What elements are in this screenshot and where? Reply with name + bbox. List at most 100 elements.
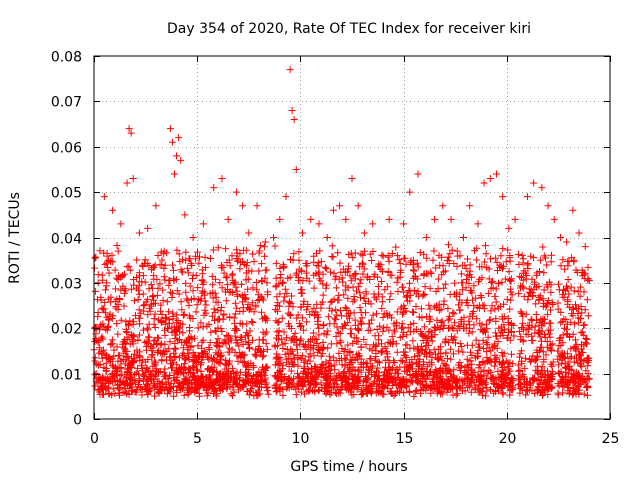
data-point-marker	[342, 215, 350, 223]
data-point-marker	[400, 220, 408, 228]
data-point-marker	[474, 220, 482, 228]
data-point-marker	[492, 170, 500, 178]
data-point-marker	[290, 116, 298, 124]
x-tick-label: 0	[90, 431, 99, 447]
data-point-marker	[168, 138, 176, 146]
data-point-marker	[354, 202, 362, 210]
x-tick-label: 20	[499, 431, 517, 447]
data-point-marker	[210, 184, 218, 192]
y-tick-label: 0.06	[51, 141, 82, 157]
x-axis-label: GPS time / hours	[290, 459, 407, 475]
data-point-marker	[189, 234, 197, 241]
data-point-marker	[224, 215, 232, 223]
data-point-marker	[135, 229, 143, 237]
data-point-marker	[100, 193, 108, 201]
data-point-marker	[218, 175, 226, 183]
data-point-marker	[286, 66, 294, 74]
data-point-marker	[323, 234, 331, 241]
data-point-marker	[166, 125, 174, 133]
data-point-marker	[369, 220, 377, 228]
y-tick-label: 0.04	[51, 232, 82, 248]
data-point-marker	[307, 215, 315, 223]
plot-frame	[93, 55, 611, 420]
y-axis-label: ROTI / TECUs	[7, 192, 23, 284]
data-point-marker	[499, 193, 507, 201]
data-point-marker	[117, 220, 125, 228]
data-point-marker	[144, 224, 152, 232]
data-point-marker	[329, 206, 337, 214]
data-point-marker	[177, 156, 185, 164]
data-point-marker	[422, 234, 430, 241]
data-point-marker	[94, 279, 102, 287]
data-point-marker	[505, 224, 513, 232]
data-point-marker	[398, 324, 406, 332]
data-point-marker	[96, 361, 104, 369]
data-point-marker	[317, 379, 325, 387]
data-point-marker	[261, 238, 269, 246]
data-point-marker	[173, 152, 181, 160]
data-point-marker	[129, 175, 137, 183]
data-point-marker	[125, 125, 133, 133]
data-point-marker	[199, 220, 207, 228]
data-point-marker	[298, 229, 306, 237]
y-tick-label: 0.01	[51, 368, 82, 384]
y-tick-label: 0.07	[51, 95, 82, 111]
data-point-marker	[152, 202, 160, 210]
data-point-marker	[179, 329, 187, 337]
data-point-marker	[385, 215, 393, 223]
data-point-marker	[393, 252, 401, 260]
dense-marker-cloud	[90, 241, 593, 400]
y-tick-label: 0	[73, 413, 82, 429]
y-tick-label: 0.05	[51, 186, 82, 202]
data-point-marker	[538, 184, 546, 192]
y-tick-label: 0.03	[51, 277, 82, 293]
y-tick-label: 0.08	[51, 50, 82, 66]
data-point-marker	[486, 175, 494, 183]
data-point-marker	[581, 243, 589, 251]
chart-title: Day 354 of 2020, Rate Of TEC Index for r…	[167, 21, 531, 37]
data-point-marker	[280, 297, 288, 305]
data-point-marker	[348, 175, 356, 183]
data-point-marker	[447, 215, 455, 223]
data-point-marker	[360, 229, 368, 237]
data-point-marker	[170, 170, 178, 178]
data-point-marker	[336, 202, 344, 210]
data-point-marker	[270, 234, 278, 241]
data-point-marker	[459, 234, 467, 241]
data-point-marker	[530, 179, 538, 187]
data-point-marker	[123, 179, 131, 187]
grid-lines	[94, 56, 610, 419]
data-point-marker	[414, 170, 422, 178]
x-tick-label: 25	[602, 431, 620, 447]
data-point-marker	[439, 202, 447, 210]
data-point-marker	[523, 193, 531, 201]
data-point-marker	[563, 238, 571, 246]
data-point-marker	[253, 202, 261, 210]
data-point-marker	[575, 229, 583, 237]
data-point-marker	[569, 206, 577, 214]
data-point-marker	[109, 206, 117, 214]
data-point-marker	[127, 129, 135, 137]
data-point-marker	[181, 211, 189, 219]
data-point-marker	[292, 165, 300, 173]
axes: 0 0.01 0.02 0.03 0.04 0.05 0.06 0.07 0.08 0 5 10 15 2…	[51, 50, 620, 448]
data-point-marker	[511, 215, 519, 223]
y-tick-label: 0.02	[51, 322, 82, 338]
data-point-marker	[288, 106, 296, 114]
data-point-marker	[239, 202, 247, 210]
data-point-marker	[480, 179, 488, 187]
data-point-marker	[466, 202, 474, 210]
data-point-marker	[282, 193, 290, 201]
data-point-marker	[410, 392, 418, 400]
data-points	[90, 66, 593, 400]
data-point-marker	[276, 215, 284, 223]
data-point-marker	[245, 229, 253, 237]
data-point-marker	[406, 188, 414, 196]
data-point-marker	[175, 134, 183, 142]
x-tick-label: 10	[292, 431, 310, 447]
data-point-marker	[232, 188, 240, 196]
data-point-marker	[315, 220, 323, 228]
x-tick-label: 5	[193, 431, 202, 447]
data-point-marker	[550, 215, 558, 223]
